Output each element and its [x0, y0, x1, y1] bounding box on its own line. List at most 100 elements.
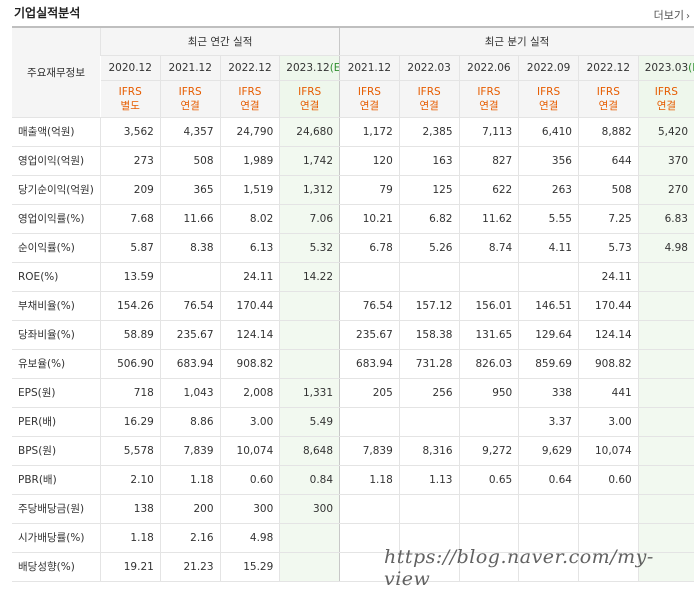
table-cell: 1.18	[100, 523, 161, 553]
table-cell	[339, 262, 400, 292]
table-cell: 644	[577, 146, 639, 176]
consolidation-label: 연결	[299, 99, 320, 112]
consolidation-label: 연결	[598, 99, 618, 112]
table-cell	[398, 552, 459, 582]
table-row: 당좌비율(%) 58.89 235.67 124.14 235.67 158.38 131.…	[12, 320, 694, 350]
table-cell: 24,790	[219, 116, 280, 147]
more-link[interactable]: 더보기 ›	[654, 7, 690, 23]
table-cell: 683.94	[159, 349, 221, 379]
table-cell: 7.68	[100, 204, 161, 234]
table-cell	[279, 552, 340, 582]
table-cell: 7,839	[159, 436, 221, 466]
ifrs-label: IFRS	[654, 85, 678, 98]
row-label: 영업이익(억원)	[12, 146, 101, 176]
table-cell: 365	[159, 175, 221, 205]
table-cell: 7.25	[577, 204, 639, 234]
table-cell: 4,357	[159, 116, 221, 147]
accounting-standard-header: IFRS 연결	[159, 80, 221, 118]
table-row: ROE(%) 13.59 24.11 14.22 24.11	[12, 262, 694, 292]
table-cell: 3.37	[518, 407, 579, 437]
table-cell	[577, 493, 639, 524]
ifrs-label: IFRS	[477, 85, 501, 98]
row-label: 매출액(억원)	[12, 116, 101, 147]
row-label: 시가배당률(%)	[12, 523, 101, 553]
table-cell	[637, 493, 694, 524]
row-label: BPS(원)	[12, 436, 101, 466]
table-row: 부채비율(%) 154.26 76.54 170.44 76.54 157.12 156.0…	[12, 290, 694, 321]
table-cell: 125	[398, 175, 459, 205]
table-cell	[279, 320, 340, 350]
table-cell: 1.13	[398, 465, 459, 495]
table-cell	[637, 552, 694, 582]
table-row: 순이익률(%) 5.87 8.38 6.13 5.32 6.78 5.26 8.74 4.11 5…	[12, 233, 694, 263]
period-label: 2023.03	[644, 61, 689, 74]
ifrs-label: IFRS	[357, 85, 381, 98]
table-cell: 131.65	[458, 320, 519, 350]
table-cell: 5.87	[100, 233, 161, 263]
row-label: 유보율(%)	[12, 349, 101, 379]
table-cell: 441	[577, 377, 639, 408]
annual-group-header: 최근 연간 실적	[100, 26, 340, 56]
consolidation-label: 연결	[359, 99, 380, 112]
table-cell: 5.73	[577, 233, 639, 263]
table-cell: 338	[518, 377, 579, 408]
table-cell	[279, 349, 340, 379]
table-cell: 0.60	[219, 465, 280, 495]
table-cell: 120	[339, 146, 400, 176]
consolidation-label: 별도	[120, 99, 140, 112]
table-cell	[637, 262, 694, 292]
accounting-standard-header: IFRS 연결	[637, 80, 694, 118]
table-cell	[458, 407, 519, 437]
table-row: 매출액(억원) 3,562 4,357 24,790 24,680 1,172 2,385 7…	[12, 116, 694, 147]
table-cell: 826.03	[458, 349, 519, 379]
table-cell: 5,578	[100, 436, 161, 466]
table-row: 주당배당금(원) 138 200 300 300	[12, 493, 694, 524]
period-header: 2023.03(E)	[637, 55, 694, 81]
table-cell	[339, 493, 400, 524]
accounting-standard-header: IFRS 연결	[279, 80, 340, 118]
row-label: 영업이익률(%)	[12, 204, 101, 234]
table-cell: 2.10	[100, 465, 161, 495]
table-cell	[339, 523, 400, 553]
estimate-mark: (E)	[688, 61, 694, 74]
table-cell	[637, 320, 694, 350]
table-cell: 24.11	[219, 262, 280, 292]
table-cell	[398, 262, 459, 292]
table-cell: 6.78	[339, 233, 400, 263]
ifrs-label: IFRS	[238, 85, 262, 98]
consolidation-label: 연결	[419, 99, 439, 112]
table-cell: 24,680	[279, 116, 340, 147]
table-cell	[339, 407, 400, 437]
table-cell: 7,839	[339, 436, 400, 466]
table-cell	[458, 523, 519, 553]
quarter-group-header: 최근 분기 실적	[339, 26, 694, 56]
table-cell	[637, 436, 694, 466]
period-label: 2023.12	[286, 61, 330, 74]
period-header: 2023.12(E)	[279, 55, 340, 81]
table-cell: 6.82	[398, 204, 459, 234]
table-cell: 58.89	[100, 320, 161, 350]
consolidation-label: 연결	[656, 99, 677, 112]
table-cell: 235.67	[339, 320, 400, 350]
table-cell	[518, 493, 579, 524]
corner-header: 주요재무정보	[12, 26, 101, 118]
table-cell	[458, 552, 519, 582]
table-cell	[398, 523, 459, 553]
table-cell: 1,519	[219, 175, 280, 205]
table-cell: 170.44	[577, 290, 639, 321]
table-cell: 8,316	[398, 436, 459, 466]
table-cell: 76.54	[159, 290, 221, 321]
ifrs-label: IFRS	[298, 85, 322, 98]
table-cell: 300	[279, 493, 340, 524]
row-label: PER(배)	[12, 407, 101, 437]
consolidation-label: 연결	[180, 99, 200, 112]
table-cell: 2,385	[398, 116, 459, 147]
table-cell	[637, 377, 694, 408]
accounting-standard-header: IFRS 연결	[577, 80, 639, 118]
ifrs-label: IFRS	[596, 85, 620, 98]
table-cell: 157.12	[398, 290, 459, 321]
table-cell: 256	[398, 377, 459, 408]
table-cell: 10,074	[219, 436, 280, 466]
table-cell: 950	[458, 377, 519, 408]
period-header: 2022.12	[219, 55, 280, 81]
